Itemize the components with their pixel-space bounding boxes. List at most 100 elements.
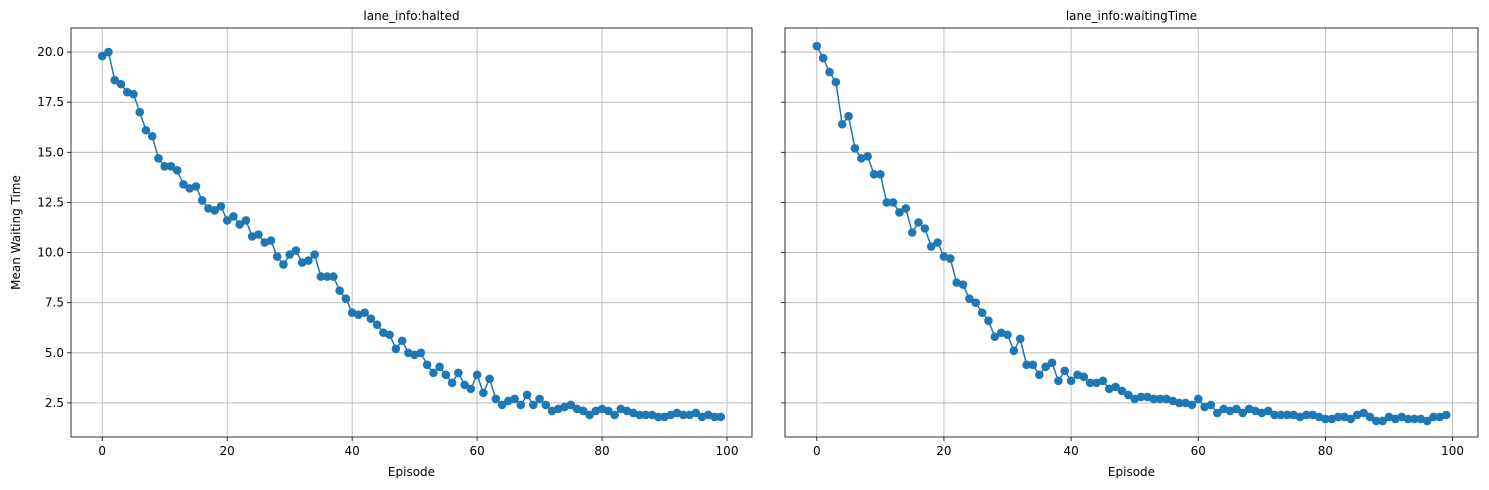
x-tick-label: 20: [220, 444, 235, 458]
data-point: [466, 384, 476, 394]
data-point: [447, 378, 457, 388]
data-point: [895, 208, 904, 217]
data-point: [235, 220, 244, 229]
data-point: [1429, 412, 1438, 422]
data-point: [472, 370, 482, 380]
data-point: [1321, 414, 1330, 424]
data-point: [172, 166, 182, 175]
data-point: [322, 272, 332, 281]
data-point: [310, 250, 319, 259]
data-point: [850, 143, 860, 153]
data-point: [541, 400, 551, 410]
data-point: [691, 408, 701, 418]
data-point: [610, 410, 619, 420]
data-point: [566, 400, 576, 410]
data-point: [147, 131, 157, 141]
grid: [785, 28, 1478, 437]
data-point: [210, 206, 219, 215]
data-point: [391, 344, 401, 354]
data-point: [1015, 334, 1025, 344]
data-point: [888, 198, 898, 207]
data-point: [1066, 376, 1076, 386]
data-point: [291, 246, 301, 255]
x-tick-label: 40: [345, 444, 360, 458]
data-point: [435, 362, 444, 372]
data-point: [97, 51, 107, 61]
data-point: [990, 332, 1000, 342]
data-point: [166, 162, 176, 171]
x-tick-label: 60: [469, 444, 484, 458]
data-point: [366, 314, 376, 324]
data-point: [141, 125, 151, 135]
data-point: [641, 410, 651, 420]
data-point: [869, 170, 879, 179]
y-tick-label: 15.0: [37, 145, 64, 159]
data-point: [1213, 408, 1222, 418]
data-point: [416, 348, 426, 358]
data-point: [1028, 360, 1038, 370]
data-point: [1079, 372, 1089, 382]
data-point: [522, 390, 532, 400]
data-point: [510, 394, 519, 404]
data-point: [635, 410, 644, 420]
data-point: [1270, 410, 1279, 420]
data-point: [585, 410, 594, 420]
data-point: [441, 370, 451, 380]
data-point: [335, 286, 344, 295]
data-point: [154, 154, 163, 163]
data-point: [882, 198, 892, 207]
data-point: [1111, 382, 1120, 392]
data-point: [1238, 408, 1248, 418]
y-tick-label: 10.0: [37, 246, 64, 260]
data-point: [1187, 400, 1197, 410]
x-axis-label: Episode: [388, 465, 435, 479]
data-point: [104, 47, 113, 57]
data-point: [179, 180, 188, 189]
y-tick-label: 2.5: [45, 396, 64, 410]
data-point: [678, 410, 688, 420]
series-markers: [812, 41, 1451, 426]
data-point: [1441, 410, 1451, 420]
data-point: [316, 272, 326, 281]
y-tick-label: 7.5: [45, 296, 64, 310]
data-point: [1403, 414, 1413, 424]
data-point: [197, 196, 207, 205]
chart-panel-halted: lane_info:halted Episode Mean Waiting Ti…: [9, 9, 753, 479]
data-point: [1124, 390, 1133, 400]
x-tick-label: 20: [936, 444, 951, 458]
data-point: [1054, 376, 1063, 386]
data-point: [535, 394, 544, 404]
data-point: [529, 400, 538, 410]
data-point: [516, 400, 526, 410]
data-point: [479, 388, 488, 398]
data-point: [1302, 410, 1311, 420]
data-point: [1009, 346, 1019, 356]
x-tick-label: 0: [98, 444, 106, 458]
data-point: [1155, 394, 1165, 404]
data-point: [1232, 404, 1241, 414]
data-point: [385, 330, 394, 340]
grid: [71, 28, 752, 437]
data-point: [812, 41, 822, 51]
data-point: [914, 218, 923, 227]
data-point: [876, 170, 885, 179]
y-axis-label: Mean Waiting Time: [9, 175, 23, 290]
data-point: [579, 406, 588, 416]
x-tick-label: 100: [1441, 444, 1464, 458]
data-point: [920, 224, 930, 233]
data-point: [279, 260, 288, 269]
data-point: [604, 406, 613, 416]
data-point: [984, 316, 993, 326]
data-point: [485, 374, 494, 384]
data-point: [454, 368, 463, 378]
data-point: [216, 202, 226, 211]
data-point: [1003, 330, 1012, 340]
data-point: [946, 254, 955, 263]
data-point: [926, 242, 936, 251]
data-point: [844, 111, 853, 121]
data-point: [1276, 410, 1286, 420]
data-point: [825, 67, 834, 77]
data-point: [1410, 414, 1419, 424]
data-point: [965, 294, 974, 303]
data-point: [907, 228, 917, 237]
